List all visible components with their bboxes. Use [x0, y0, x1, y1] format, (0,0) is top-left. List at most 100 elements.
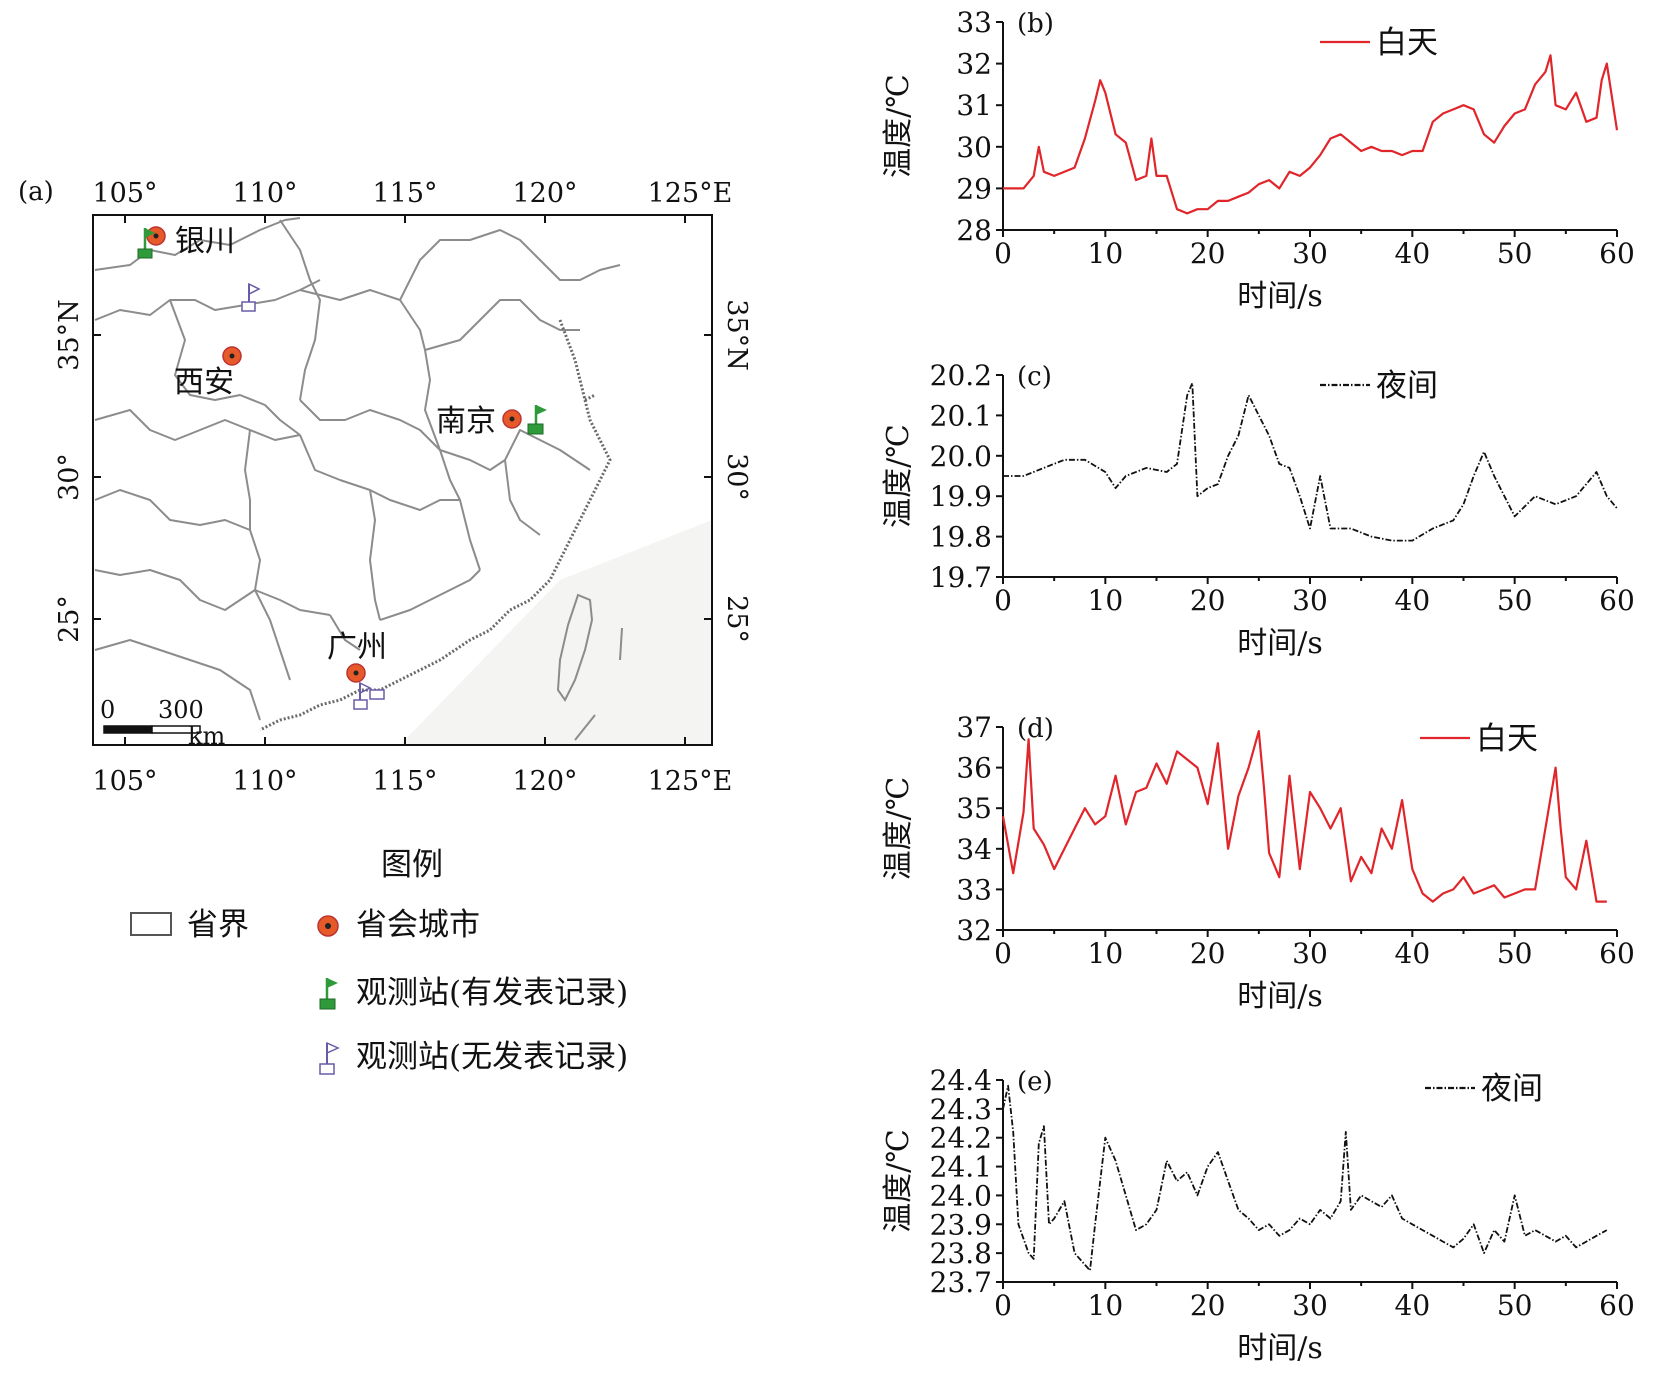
scale-value: 300	[158, 696, 204, 724]
bottom-tick-label: 115°	[372, 766, 437, 797]
panel-label: (b)	[1017, 9, 1054, 39]
station-unrecorded-north	[241, 282, 261, 312]
panel-label: (d)	[1017, 714, 1054, 744]
x-tick-label: 0	[994, 584, 1012, 617]
series-line	[1001, 729, 1607, 903]
chart-panel-0: 0 10 20 30 40 50 60 28 29 30 31 32 33 时间/s 温度/℃ (b) 白天	[881, 6, 1635, 314]
series-line	[1003, 54, 1619, 215]
x-tick-label: 40	[1395, 584, 1431, 617]
bottom-tick-label: 120°	[512, 766, 577, 797]
x-tick-label: 10	[1088, 1289, 1124, 1322]
y-tick-label: 24.3	[930, 1093, 992, 1126]
y-tick-label: 28	[956, 214, 992, 247]
bottom-tick-label: 105°	[92, 766, 157, 797]
legend-recorded-label: 观测站(有发表记录)	[356, 975, 628, 1011]
legend-unrecorded-label: 观测站(无发表记录)	[356, 1039, 628, 1075]
left-tick-label: 30°	[54, 453, 85, 501]
x-tick-label: 0	[994, 237, 1012, 270]
map-top-ticks	[93, 215, 712, 745]
x-tick-label: 40	[1395, 937, 1431, 970]
right-tick-label: 30°	[721, 453, 752, 501]
y-axis-label: 温度/℃	[881, 1129, 916, 1233]
legend-capital-label: 省会城市	[356, 907, 480, 943]
x-tick-label: 10	[1088, 237, 1124, 270]
top-tick-label: 110°	[232, 178, 297, 209]
x-axis-label: 时间/s	[1237, 279, 1323, 314]
x-tick-label: 20	[1190, 237, 1226, 270]
x-tick-label: 0	[994, 1289, 1012, 1322]
x-tick-label: 20	[1190, 1289, 1226, 1322]
chart-panel-2: 0 10 20 30 40 50 60 32 33 34 35 36 37 时间/s 温度/℃ (d) 白天	[881, 711, 1635, 1014]
x-tick-label: 10	[1088, 937, 1124, 970]
right-tick-label: 35°N	[721, 299, 752, 370]
y-tick-label: 34	[956, 833, 992, 866]
x-tick-label: 30	[1292, 1289, 1328, 1322]
y-tick-label: 30	[956, 131, 992, 164]
city-label-xian: 西安	[174, 365, 234, 400]
x-tick-label: 60	[1599, 584, 1635, 617]
station-recorded-yinchuan	[137, 228, 155, 259]
taiwan-outline	[556, 593, 594, 702]
x-tick-label: 30	[1292, 937, 1328, 970]
x-tick-label: 60	[1599, 237, 1635, 270]
y-tick-label: 37	[956, 711, 992, 744]
top-tick-label: 105°	[92, 178, 157, 209]
capital-dot-center	[509, 416, 515, 422]
city-label-nanjing: 南京	[436, 404, 496, 439]
city-label-guangzhou: 广州	[327, 630, 387, 665]
city-xian: 西安	[174, 346, 242, 400]
x-tick-label: 50	[1497, 1289, 1533, 1322]
city-guangzhou: 广州	[327, 630, 387, 683]
flag-unrecorded-icon	[248, 282, 261, 296]
legend-title: 图例	[381, 847, 443, 883]
map-panel: (a)	[18, 177, 752, 797]
scale-unit: km	[188, 722, 226, 750]
top-tick-label: 125°E	[648, 178, 733, 209]
y-tick-label: 32	[956, 48, 992, 81]
series-line	[1003, 382, 1618, 542]
left-tick-label: 35°N	[54, 299, 85, 370]
flag-recorded-icon	[536, 405, 547, 415]
x-tick-label: 40	[1395, 237, 1431, 270]
city-label-yinchuan: 银川	[175, 224, 235, 259]
flag-recorded-icon	[145, 228, 155, 238]
x-tick-label: 50	[1497, 237, 1533, 270]
y-tick-label: 24.4	[930, 1064, 992, 1097]
legend-label: 白天	[1476, 721, 1538, 757]
capital-dot-center	[153, 233, 159, 239]
y-axis-label: 温度/℃	[881, 74, 916, 178]
city-nanjing: 南京	[436, 404, 522, 439]
y-tick-label: 23.7	[930, 1266, 992, 1299]
bottom-tick-label: 125°E	[648, 766, 733, 797]
legend-label: 夜间	[1481, 1071, 1543, 1107]
x-tick-label: 50	[1497, 937, 1533, 970]
y-tick-label: 20.1	[930, 399, 992, 432]
island-mark-2	[574, 714, 596, 741]
map-frame	[92, 214, 713, 746]
y-axis-label: 温度/℃	[881, 777, 916, 881]
y-tick-label: 19.9	[930, 480, 992, 513]
y-tick-label: 23.8	[930, 1237, 992, 1270]
flag-unrecorded-legend-icon	[319, 1041, 340, 1075]
coastline	[259, 319, 612, 732]
top-tick-label: 115°	[372, 178, 437, 209]
capital-dot-center	[229, 353, 235, 359]
x-axis-label: 时间/s	[1237, 1331, 1323, 1366]
flag-recorded-legend-icon	[319, 978, 338, 1010]
y-tick-label: 36	[956, 752, 992, 785]
x-tick-label: 50	[1497, 584, 1533, 617]
x-tick-label: 30	[1292, 584, 1328, 617]
station-unrecorded-guangzhou	[353, 681, 385, 710]
legend-label: 夜间	[1376, 368, 1438, 404]
x-tick-label: 40	[1395, 1289, 1431, 1322]
x-tick-label: 20	[1190, 584, 1226, 617]
panel-label: (e)	[1017, 1067, 1053, 1097]
chart-panel-1: 0 10 20 30 40 50 60 19.7 19.8 19.9 20.0 20.1 20.2 时间/…	[881, 359, 1635, 661]
y-tick-label: 31	[956, 89, 992, 122]
left-tick-label: 25°	[54, 595, 85, 643]
x-tick-label: 20	[1190, 937, 1226, 970]
x-axis-label: 时间/s	[1237, 626, 1323, 661]
y-tick-label: 32	[956, 914, 992, 947]
